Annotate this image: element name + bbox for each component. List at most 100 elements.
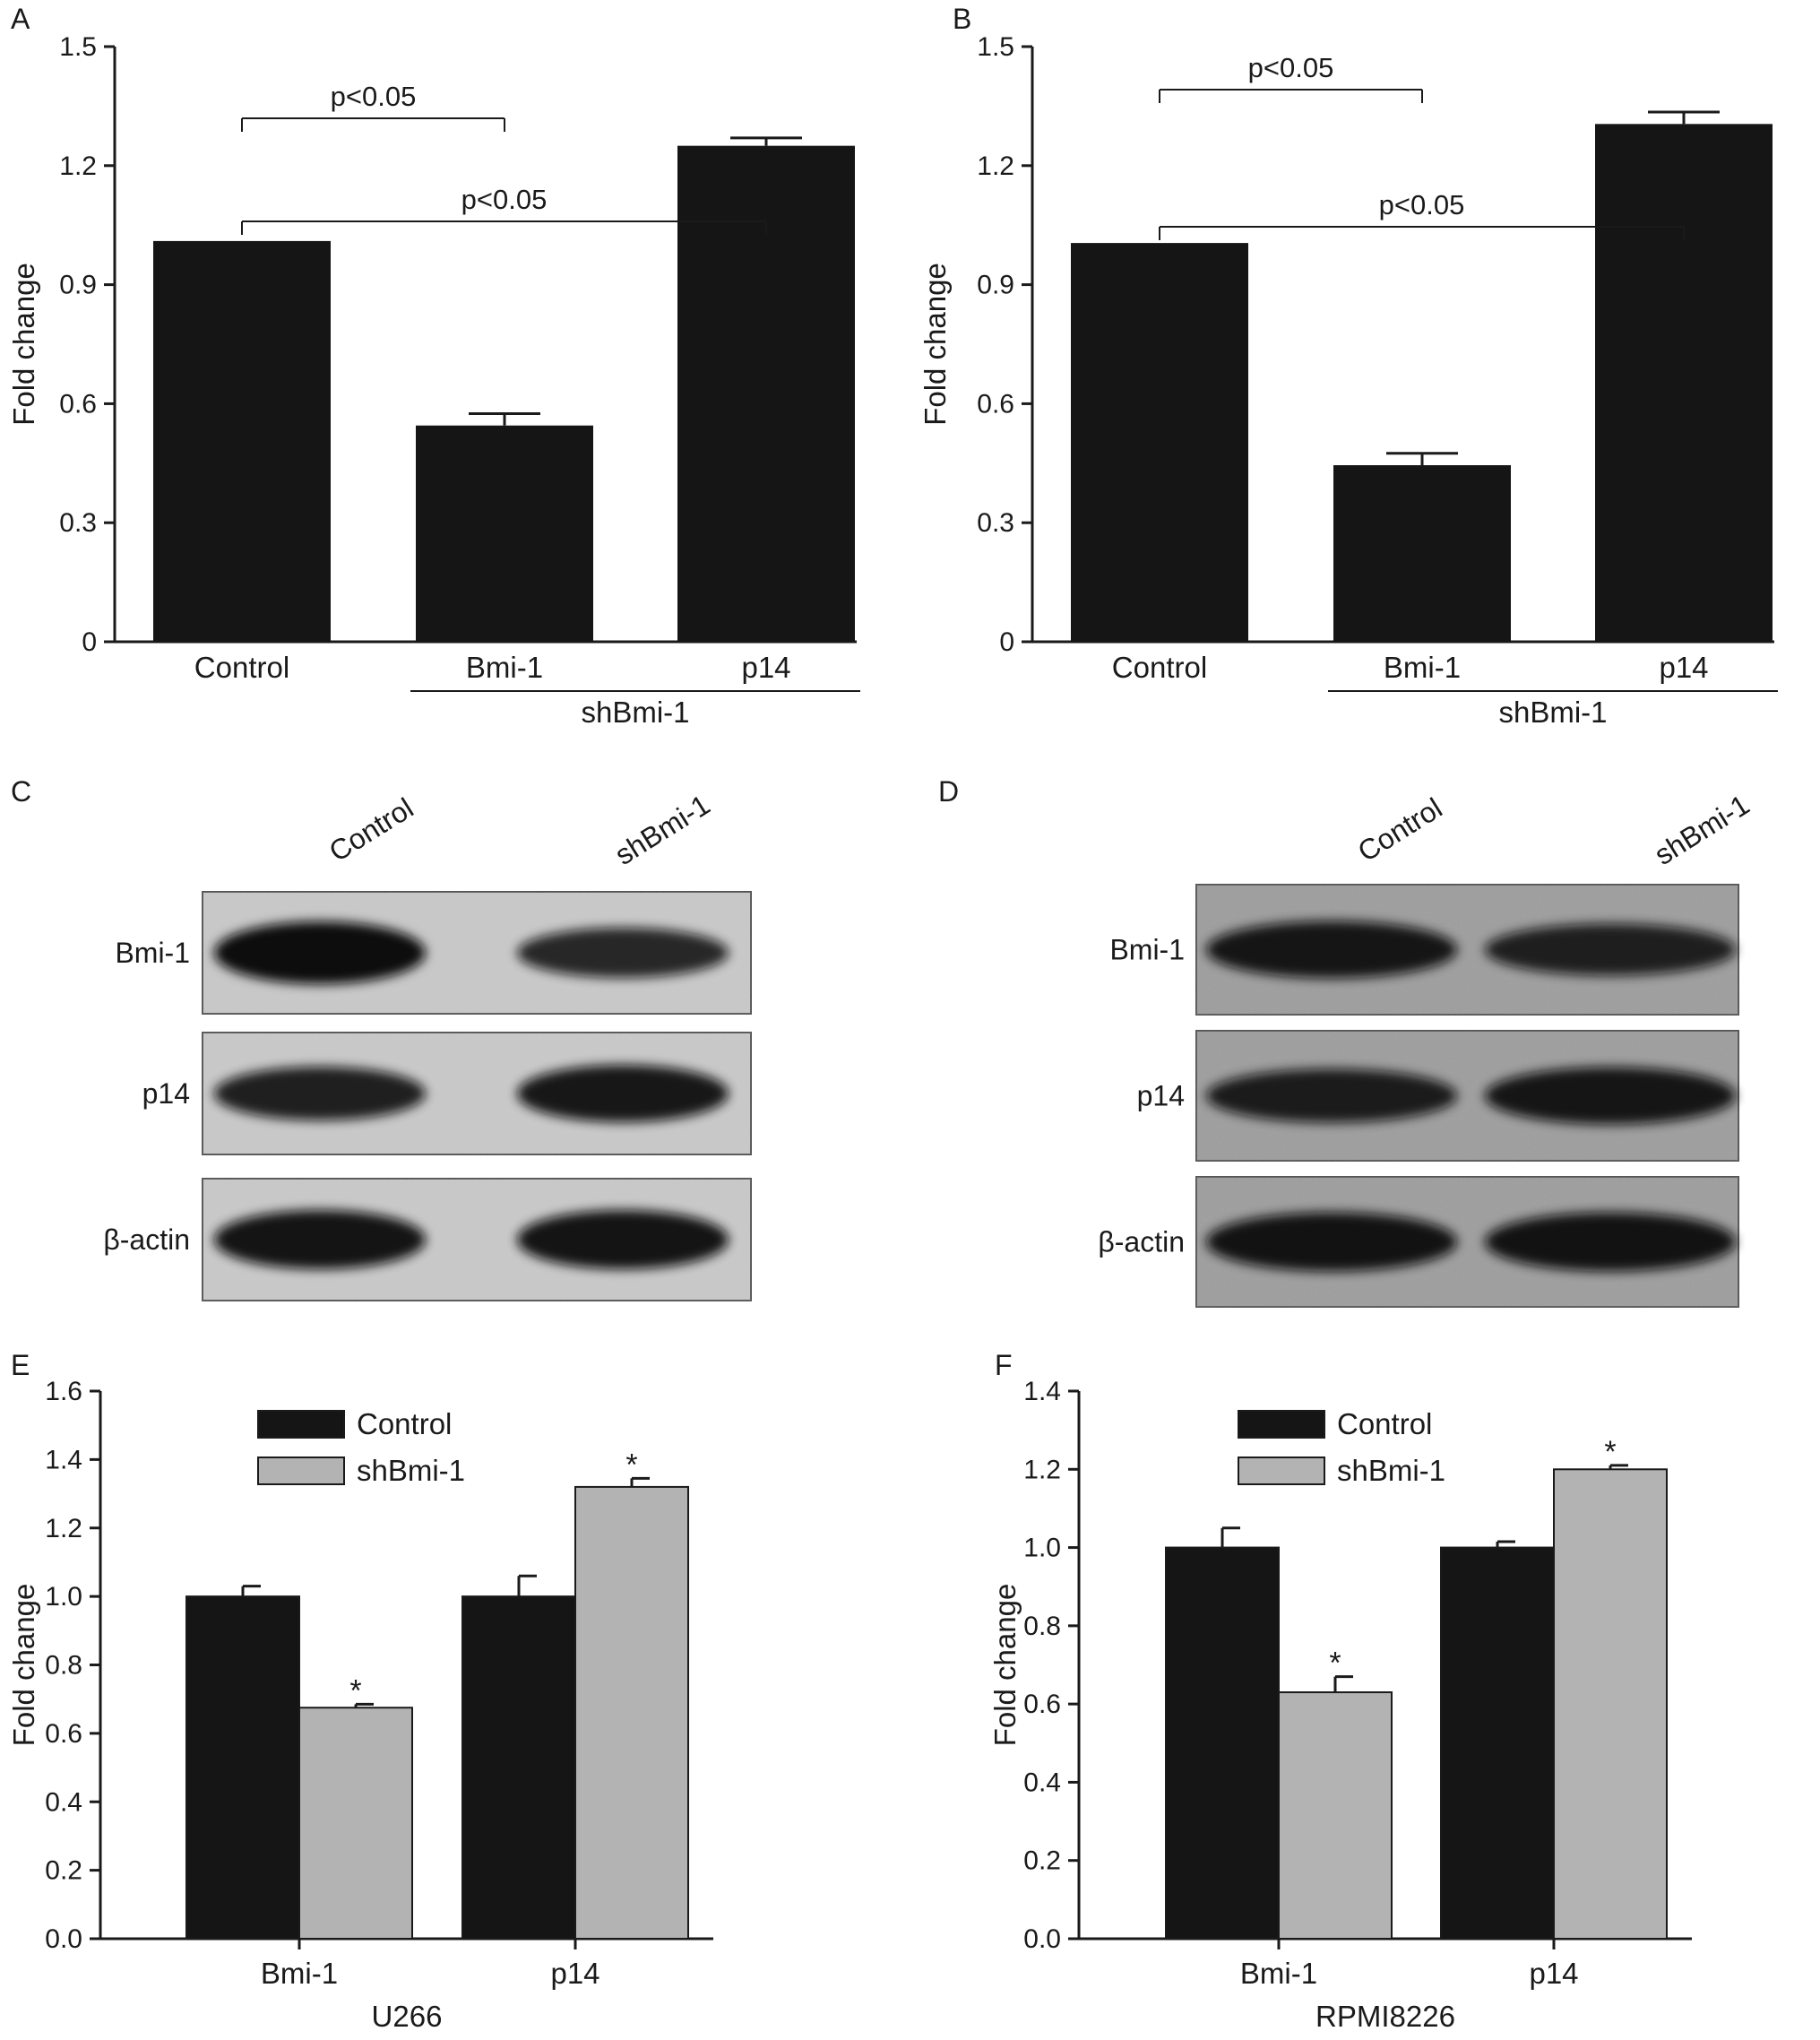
panel-letter: C [11, 775, 31, 808]
x-category-label: Bmi-1 [261, 1957, 338, 1990]
bar [1165, 1546, 1280, 1940]
x-category-label: p14 [741, 651, 790, 684]
y-axis-label: Fold change [7, 1584, 40, 1747]
panel-letter: B [953, 3, 971, 35]
blot-row-label: β-actin [103, 1223, 190, 1256]
y-tick-label: 0.4 [1023, 1768, 1061, 1797]
x-category-label: Control [1112, 651, 1207, 684]
y-tick-label: 1.5 [59, 32, 97, 62]
x-category-label: Bmi-1 [1240, 1957, 1317, 1990]
y-tick-label: 1.0 [45, 1582, 82, 1612]
y-tick-label: 0 [82, 627, 97, 657]
y-tick-label: 1.2 [977, 151, 1014, 181]
blot-band [1206, 1068, 1457, 1123]
blot-band [214, 1067, 426, 1120]
panel-letter: F [995, 1349, 1013, 1381]
x-category-label: Control [194, 651, 289, 684]
y-axis-label: Fold change [919, 263, 952, 426]
bar [1440, 1546, 1555, 1940]
legend-swatch [257, 1410, 345, 1439]
y-tick-label: 0.0 [1023, 1924, 1061, 1954]
group-label: shBmi-1 [581, 696, 689, 729]
blot-band [1485, 1212, 1736, 1272]
x-category-label: p14 [1529, 1957, 1578, 1990]
y-tick-label: 0.9 [977, 271, 1014, 300]
y-tick-label: 0.9 [59, 271, 97, 300]
y-tick-label: 0.2 [1023, 1846, 1061, 1876]
bar [298, 1707, 413, 1940]
lane-label: Control [323, 791, 419, 868]
legend-swatch [1238, 1410, 1325, 1439]
legend-label: Control [357, 1407, 452, 1440]
bar [1071, 243, 1248, 642]
blot-band [1485, 923, 1736, 976]
lane-label: shBmi-1 [609, 788, 716, 871]
blot-band [1206, 1212, 1457, 1272]
bar [1333, 465, 1511, 642]
x-axis-label: U266 [372, 2000, 443, 2033]
y-tick-label: 1.2 [59, 151, 97, 181]
bar [416, 425, 593, 642]
y-tick-label: 0.6 [59, 389, 97, 419]
blot-row-label: Bmi-1 [115, 937, 190, 969]
legend-label: shBmi-1 [1337, 1454, 1445, 1487]
p-value-label: p<0.05 [461, 184, 548, 215]
blot-row-label: p14 [1137, 1080, 1185, 1112]
chart-panel-f: F 0.0 0.2 0.4 0.6 0.8 1.0 1.2 1.4 * Bmi-1 * p14 RPMI8… [988, 1349, 1692, 2033]
blot-row-label: β-actin [1098, 1226, 1185, 1258]
bar [677, 145, 855, 642]
x-category-label: Bmi-1 [1384, 651, 1461, 684]
blot-band [214, 921, 426, 984]
panel-letter: D [938, 775, 959, 808]
panel-letter: A [11, 3, 30, 35]
panel-letter: E [11, 1349, 30, 1381]
significance-star: * [625, 1448, 637, 1482]
group-label: shBmi-1 [1498, 696, 1607, 729]
y-tick-label: 1.4 [45, 1445, 82, 1474]
y-tick-label: 0.6 [1023, 1690, 1061, 1719]
blot-band [517, 928, 729, 978]
y-tick-label: 1.0 [1023, 1534, 1061, 1563]
significance-star: * [1329, 1647, 1341, 1681]
x-category-label: Bmi-1 [466, 651, 543, 684]
y-tick-label: 0.0 [45, 1924, 82, 1954]
bar [1278, 1691, 1393, 1941]
y-tick-label: 0.8 [45, 1651, 82, 1681]
x-category-label: p14 [550, 1957, 599, 1990]
y-tick-label: 1.5 [977, 32, 1014, 62]
legend-label: shBmi-1 [357, 1454, 465, 1487]
y-tick-label: 0.4 [45, 1787, 82, 1817]
bar [1595, 124, 1773, 642]
y-axis-label: Fold change [7, 263, 40, 426]
x-axis-label: RPMI8226 [1315, 2000, 1455, 2033]
y-tick-label: 1.4 [1023, 1377, 1061, 1406]
blot-row-label: p14 [142, 1077, 190, 1110]
blot-panel-d: D Control shBmi-1 Bmi-1 p14 β-actin [938, 775, 1755, 1308]
blot-band [214, 1210, 426, 1269]
legend-swatch [1238, 1457, 1325, 1485]
bar [461, 1595, 576, 1940]
p-value-label: p<0.05 [1248, 52, 1334, 83]
y-tick-label: 0.3 [59, 508, 97, 538]
chart-panel-a: A 0 0.3 0.6 0.9 1.2 1.5 Control Bmi-1 p14 shBmi-1 p… [7, 3, 860, 729]
blot-row-label: Bmi-1 [1109, 934, 1185, 966]
y-tick-label: 0.8 [1023, 1612, 1061, 1641]
chart-panel-b: B 0 0.3 0.6 0.9 1.2 1.5 Control Bmi-1 p14 shBmi-1 p… [919, 3, 1778, 729]
bar [153, 240, 331, 642]
significance-star: * [1604, 1435, 1616, 1469]
blot-band [517, 1065, 729, 1122]
chart-panel-e: E 0.0 0.2 0.4 0.6 0.8 1.0 1.2 1.4 1.6 * Bmi-1 * p14 U2… [7, 1349, 713, 2033]
bar [185, 1595, 300, 1940]
significance-star: * [349, 1673, 361, 1707]
y-tick-label: 0 [999, 627, 1014, 657]
y-axis-label: Fold change [988, 1584, 1022, 1747]
legend-swatch [257, 1457, 345, 1485]
lane-label: shBmi-1 [1649, 788, 1755, 871]
blot-band [517, 1210, 729, 1269]
y-tick-label: 0.2 [45, 1856, 82, 1886]
y-tick-label: 0.3 [977, 508, 1014, 538]
bar [574, 1485, 689, 1941]
p-value-label: p<0.05 [1379, 189, 1465, 220]
x-category-label: p14 [1659, 651, 1708, 684]
